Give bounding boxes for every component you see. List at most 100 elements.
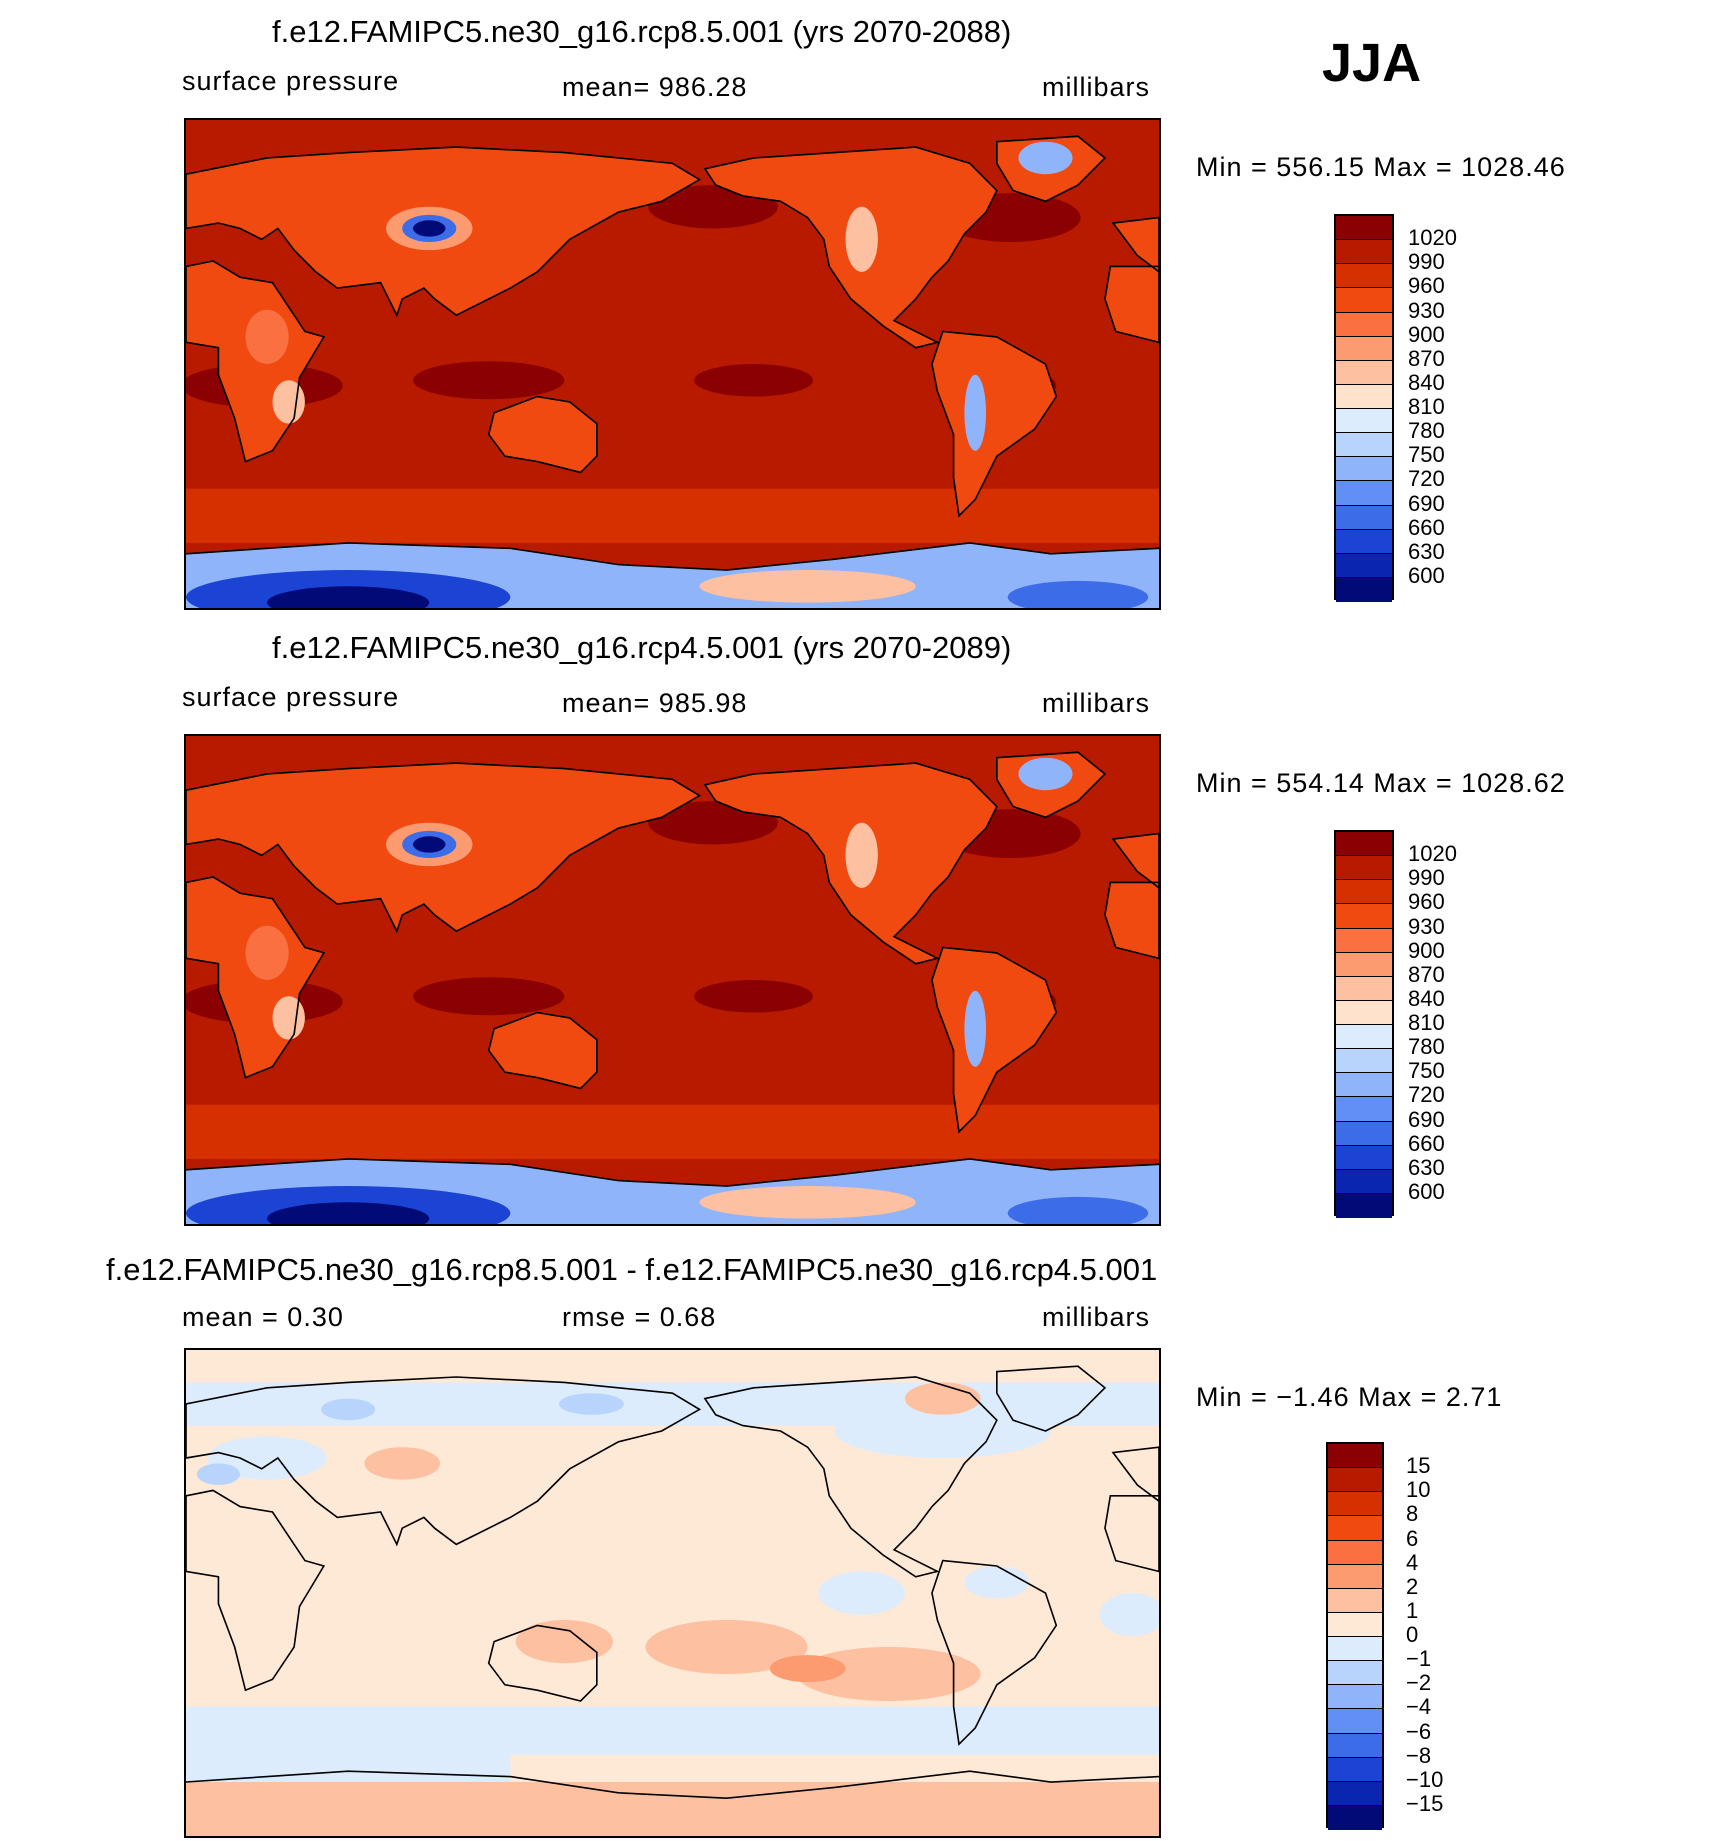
coastline-samerica xyxy=(931,1559,1058,1746)
coastline-africa xyxy=(186,832,1159,1079)
colorbar-swatch xyxy=(1336,976,1392,1001)
colorbar-swatch xyxy=(1336,505,1392,530)
colorbar-tick-label: 1020 xyxy=(1408,225,1457,251)
panel-3-colorbar xyxy=(1326,1442,1384,1830)
coastline-greenland xyxy=(996,751,1107,819)
colorbar-swatch xyxy=(1336,312,1392,337)
colorbar-swatch xyxy=(1336,1145,1392,1170)
coastline-eurasia xyxy=(186,1376,702,1547)
colorbar-tick-label: −6 xyxy=(1406,1718,1432,1744)
colorbar-tick-label: 870 xyxy=(1408,345,1445,371)
colorbar-tick-label: 630 xyxy=(1408,538,1445,564)
colorbar-tick-label: −1 xyxy=(1406,1646,1432,1672)
colorbar-swatch xyxy=(1336,1073,1392,1098)
colorbar-tick-label: −15 xyxy=(1406,1790,1444,1816)
panel-3-minmax: Min = −1.46 Max = 2.71 xyxy=(1196,1382,1503,1412)
colorbar-tick-label: 600 xyxy=(1408,1178,1445,1204)
colorbar-swatch xyxy=(1336,336,1392,361)
colorbar-tick-label: −8 xyxy=(1406,1742,1432,1768)
colorbar-tick-label: 15 xyxy=(1406,1453,1431,1479)
coastline-australia xyxy=(487,1011,598,1090)
colorbar-tick-label: 780 xyxy=(1408,1034,1445,1060)
colorbar-swatch xyxy=(1336,457,1392,482)
colorbar-swatch xyxy=(1328,1685,1382,1710)
colorbar-tick-label: 1 xyxy=(1406,1597,1419,1623)
colorbar-swatch xyxy=(1336,1121,1392,1146)
colorbar-swatch xyxy=(1336,360,1392,385)
colorbar-swatch xyxy=(1328,1516,1382,1541)
coastline-australia xyxy=(487,395,598,474)
panel-3-title: f.e12.FAMIPC5.ne30_g16.rcp8.5.001 - f.e1… xyxy=(106,1252,1158,1287)
panel-3-units-label: millibars xyxy=(1042,1302,1151,1332)
colorbar-swatch xyxy=(1328,1709,1382,1734)
colorbar-swatch xyxy=(1336,481,1392,506)
colorbar-tick-label: 750 xyxy=(1408,1058,1445,1084)
colorbar-tick-label: 840 xyxy=(1408,369,1445,395)
panel-1-colorbar xyxy=(1334,214,1394,602)
colorbar-swatch xyxy=(1328,1564,1382,1589)
colorbar-swatch xyxy=(1336,553,1392,578)
world-map-svg xyxy=(186,736,1159,1224)
colorbar-swatch xyxy=(1336,433,1392,458)
colorbar-tick-label: 630 xyxy=(1408,1154,1445,1180)
coastline-eurasia xyxy=(186,146,702,318)
colorbar-swatch xyxy=(1328,1661,1382,1686)
colorbar-tick-label: 750 xyxy=(1408,442,1445,468)
colorbar-tick-label: 660 xyxy=(1408,1130,1445,1156)
world-map-svg xyxy=(186,1350,1159,1836)
colorbar-tick-label: 720 xyxy=(1408,1082,1445,1108)
panel-2-variable-label: surface pressure xyxy=(182,682,400,712)
colorbar-swatch xyxy=(1336,1097,1392,1122)
panel-2-units-label: millibars xyxy=(1042,688,1151,718)
colorbar-tick-label: 900 xyxy=(1408,321,1445,347)
colorbar-swatch xyxy=(1328,1781,1382,1806)
panel-2-map xyxy=(184,734,1161,1226)
panel-1-title: f.e12.FAMIPC5.ne30_g16.rcp8.5.001 (yrs 2… xyxy=(272,14,1012,49)
coastline-samerica xyxy=(931,330,1058,518)
panel-2-mean-label: mean= 985.98 xyxy=(562,688,748,718)
coastline-namerica xyxy=(703,146,998,349)
colorbar-swatch xyxy=(1336,216,1392,241)
colorbar-swatch xyxy=(1328,1492,1382,1517)
colorbar-tick-label: 960 xyxy=(1408,889,1445,915)
colorbar-swatch xyxy=(1336,1193,1392,1218)
colorbar-swatch xyxy=(1328,1757,1382,1782)
colorbar-swatch xyxy=(1336,880,1392,905)
panel-2-minmax: Min = 554.14 Max = 1028.62 xyxy=(1196,768,1566,798)
colorbar-swatch xyxy=(1336,240,1392,265)
colorbar-tick-label: 690 xyxy=(1408,1106,1445,1132)
colorbar-tick-label: −4 xyxy=(1406,1694,1432,1720)
colorbar-tick-label: 2 xyxy=(1406,1573,1419,1599)
colorbar-swatch xyxy=(1336,409,1392,434)
coastline-africa xyxy=(186,1446,1159,1692)
colorbar-tick-label: 870 xyxy=(1408,961,1445,987)
panel-1-map xyxy=(184,118,1161,610)
colorbar-tick-label: 720 xyxy=(1408,466,1445,492)
colorbar-tick-label: −2 xyxy=(1406,1670,1432,1696)
coastline-greenland xyxy=(996,135,1107,203)
colorbar-swatch xyxy=(1336,288,1392,313)
colorbar-swatch xyxy=(1336,904,1392,929)
colorbar-tick-label: 6 xyxy=(1406,1525,1419,1551)
coastline-namerica xyxy=(703,762,998,965)
colorbar-swatch xyxy=(1328,1612,1382,1637)
colorbar-swatch xyxy=(1328,1540,1382,1565)
colorbar-swatch xyxy=(1336,1049,1392,1074)
colorbar-swatch xyxy=(1328,1468,1382,1493)
colorbar-swatch xyxy=(1336,1025,1392,1050)
colorbar-tick-label: 8 xyxy=(1406,1501,1419,1527)
colorbar-swatch xyxy=(1336,529,1392,554)
colorbar-tick-label: 0 xyxy=(1406,1622,1419,1647)
colorbar-swatch xyxy=(1336,928,1392,953)
colorbar-swatch xyxy=(1328,1637,1382,1662)
colorbar-swatch xyxy=(1336,832,1392,857)
colorbar-tick-label: 930 xyxy=(1408,913,1445,939)
panel-1-minmax: Min = 556.15 Max = 1028.46 xyxy=(1196,152,1566,182)
colorbar-tick-label: 990 xyxy=(1408,249,1445,275)
colorbar-swatch xyxy=(1328,1444,1382,1469)
colorbar-tick-label: 900 xyxy=(1408,937,1445,963)
colorbar-swatch xyxy=(1336,952,1392,977)
panel-2-colorbar xyxy=(1334,830,1394,1218)
colorbar-swatch xyxy=(1336,1000,1392,1025)
panel-3-mean-label: mean = 0.30 xyxy=(182,1302,344,1332)
